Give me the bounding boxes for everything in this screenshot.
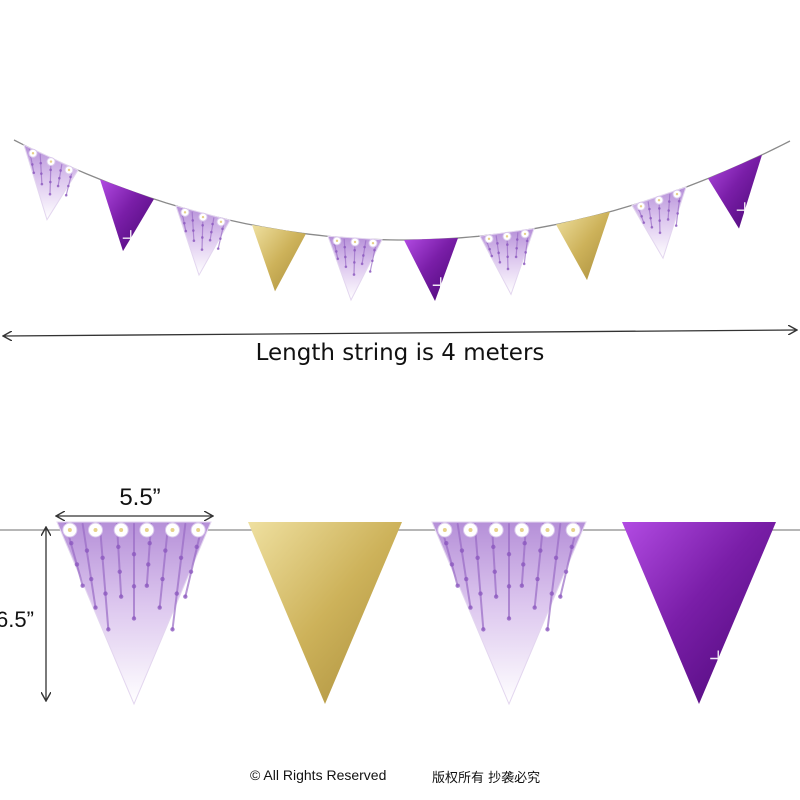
closeup-pennant-gold — [248, 522, 402, 704]
garland-pennant-floral — [479, 228, 535, 296]
height-label: 6.5” — [0, 607, 34, 632]
closeup-pennant-purple — [622, 522, 776, 704]
closeup-pennants — [56, 521, 776, 706]
closeup-pennant-floral — [431, 521, 587, 706]
copyright-notice: © All Rights Reserved — [250, 767, 387, 783]
garland-pennant-floral — [631, 186, 687, 260]
garland-pennant-purple — [100, 179, 154, 252]
garland — [13, 139, 791, 302]
garland-pennant-floral — [175, 205, 231, 277]
garland-pennant-floral — [23, 144, 79, 221]
garland-pennant-purple — [404, 238, 458, 302]
length-caption: Length string is 4 meters — [255, 340, 545, 366]
copyright-notice-chinese: 版权所有 抄袭必究 — [432, 771, 541, 786]
length-arrow — [4, 330, 796, 336]
garland-pennant-purple — [708, 154, 762, 229]
closeup-pennant-floral — [56, 521, 212, 706]
garland-pennant-gold — [556, 211, 610, 281]
garland-pennant-floral — [327, 235, 383, 302]
width-label: 5.5” — [119, 484, 161, 511]
garland-pennant-gold — [252, 224, 306, 292]
